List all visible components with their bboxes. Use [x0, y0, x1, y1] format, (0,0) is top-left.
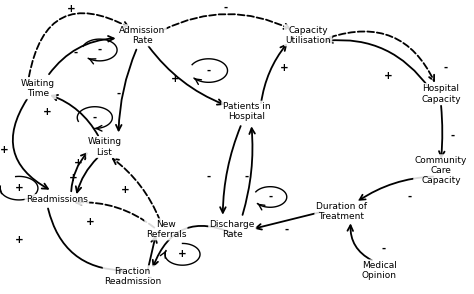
Text: Patients in
Hospital: Patients in Hospital	[223, 102, 270, 121]
Text: -: -	[207, 66, 210, 76]
Text: +: +	[43, 107, 52, 117]
Text: -: -	[285, 224, 289, 234]
Text: +: +	[86, 217, 94, 227]
Text: +: +	[384, 71, 393, 81]
Text: -: -	[223, 2, 227, 12]
Text: New
Referrals: New Referrals	[146, 220, 186, 239]
Text: -: -	[382, 243, 386, 253]
Text: -: -	[444, 63, 447, 73]
Text: -: -	[408, 192, 412, 202]
Text: +: +	[67, 4, 75, 14]
Text: +: +	[0, 145, 9, 155]
Text: Discharge
Rate: Discharge Rate	[210, 220, 255, 239]
Text: +: +	[74, 158, 82, 168]
Text: Duration of
Treatment: Duration of Treatment	[316, 202, 367, 221]
Text: +: +	[15, 235, 23, 245]
Text: +: +	[171, 74, 180, 84]
Text: +: +	[15, 183, 23, 193]
Text: Medical
Opinion: Medical Opinion	[362, 261, 397, 280]
Text: -: -	[93, 113, 97, 123]
Text: Admission
Rate: Admission Rate	[119, 26, 165, 45]
Text: Capacity
Utilisation: Capacity Utilisation	[285, 26, 331, 45]
Text: Waiting
Time: Waiting Time	[21, 78, 55, 98]
Text: -: -	[451, 130, 455, 140]
Text: Hospital
Capacity: Hospital Capacity	[421, 84, 461, 104]
Text: Readmissions: Readmissions	[26, 196, 88, 204]
Text: -: -	[98, 45, 101, 55]
Text: -: -	[74, 48, 78, 58]
Text: Fraction
Readmission: Fraction Readmission	[104, 267, 161, 286]
Text: -: -	[117, 89, 120, 99]
Text: +: +	[178, 249, 187, 259]
Text: -: -	[147, 273, 151, 283]
Text: -: -	[245, 171, 248, 181]
Text: -: -	[207, 171, 210, 181]
Text: +: +	[121, 185, 130, 195]
Text: +: +	[280, 63, 289, 73]
Text: Community
Care
Capacity: Community Care Capacity	[415, 156, 467, 186]
Text: Waiting
List: Waiting List	[87, 137, 121, 157]
Text: -: -	[268, 192, 272, 202]
Text: +: +	[69, 173, 78, 183]
